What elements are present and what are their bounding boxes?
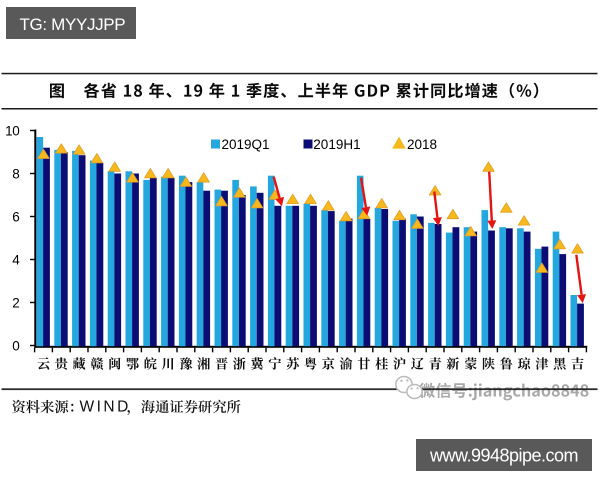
svg-text:2019H1: 2019H1 [313,137,360,152]
svg-text:10: 10 [5,123,19,138]
svg-text:www.9948pipe.com: www.9948pipe.com [429,446,578,466]
svg-text:2: 2 [12,295,19,310]
svg-text:6: 6 [12,209,19,224]
svg-text:TG: MYYJJPP: TG: MYYJJPP [20,15,126,34]
svg-text:4: 4 [12,252,20,267]
svg-text:WIND: WIND [80,399,131,416]
svg-text:2019Q1: 2019Q1 [222,137,270,152]
svg-text:0: 0 [12,338,19,353]
svg-text:8: 8 [12,166,19,181]
svg-text:2018: 2018 [407,137,437,152]
